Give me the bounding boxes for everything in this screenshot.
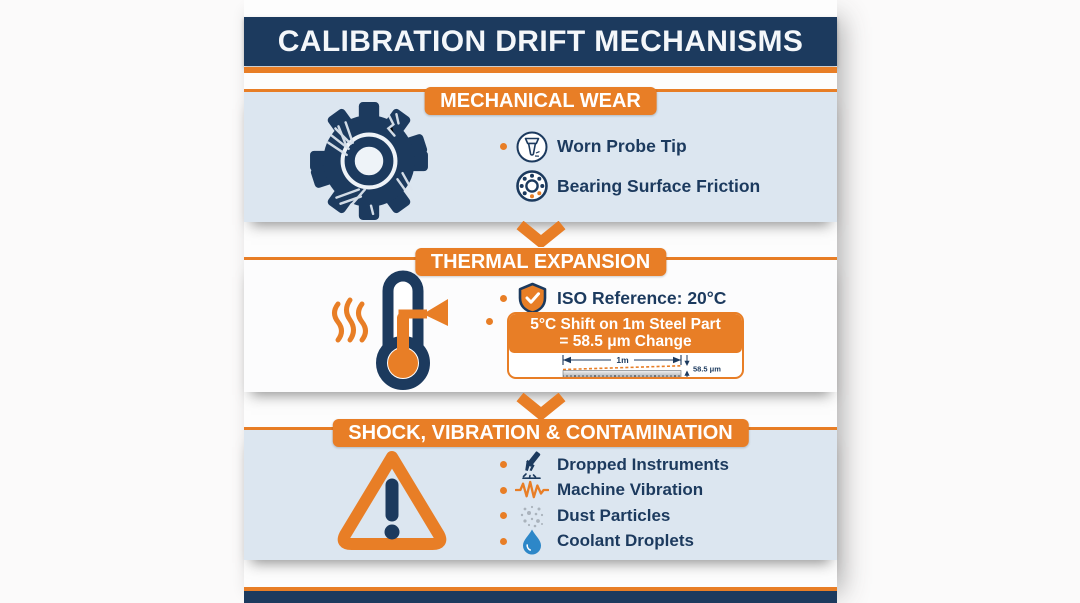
page-title: CALIBRATION DRIFT MECHANISMS — [277, 24, 804, 58]
vibration-wave-icon — [515, 479, 549, 501]
length-label: 1m — [616, 355, 629, 365]
shield-check-icon — [515, 282, 549, 315]
bullet-dot — [500, 537, 507, 545]
expansion-diagram: 1m 58.5 μm — [509, 353, 742, 377]
list-item-label: Dropped Instruments — [557, 454, 729, 474]
list-item: Dust Particles — [500, 503, 729, 529]
title-underline — [244, 67, 837, 73]
chevron-down-icon — [515, 392, 567, 424]
bearing-icon — [515, 169, 549, 203]
callout-line1: 5°C Shift on 1m Steel Part — [530, 316, 721, 333]
footer-navy-bar — [244, 591, 837, 603]
list-item-label: Machine Vibration — [557, 480, 704, 500]
shock-contamination-list: Dropped Instruments Machine Vibration — [500, 451, 729, 555]
dropped-caliper-icon — [515, 451, 549, 479]
list-item: Bearing Surface Friction — [500, 166, 760, 206]
list-item: Coolant Droplets — [500, 529, 729, 555]
badge-shock-vibration-contamination: SHOCK, VIBRATION & CONTAMINATION — [332, 419, 749, 447]
coolant-droplet-icon — [515, 528, 549, 555]
probe-tip-icon — [515, 129, 549, 164]
badge-thermal-expansion: THERMAL EXPANSION — [414, 248, 667, 276]
bullet-dot — [500, 294, 507, 302]
thermal-shift-callout: 5°C Shift on 1m Steel Part = 58.5 μm Cha… — [507, 312, 744, 379]
footer-orange-bar — [244, 587, 837, 591]
bullet-dot — [486, 318, 493, 325]
offset-label: 58.5 μm — [693, 365, 721, 374]
callout-line2: = 58.5 μm Change — [559, 333, 692, 351]
bullet-dot — [500, 512, 507, 520]
bullet-dot — [500, 142, 507, 150]
thermal-expansion-list: ISO Reference: 20°C — [500, 282, 726, 314]
warning-triangle-icon — [336, 449, 448, 556]
list-item: Worn Probe Tip — [500, 126, 760, 166]
poster-panel: CALIBRATION DRIFT MECHANISMS MECHANICAL … — [244, 0, 837, 603]
list-item: ISO Reference: 20°C — [500, 282, 726, 314]
chevron-down-icon — [515, 220, 567, 252]
mechanical-wear-list: Worn Probe Tip Bearing Sur — [500, 126, 760, 206]
gear-icon — [308, 100, 430, 227]
bullet-dot — [500, 486, 507, 494]
list-item: Machine Vibration — [500, 478, 729, 504]
list-item-label: Bearing Surface Friction — [557, 175, 761, 196]
dust-particles-icon — [515, 503, 549, 529]
callout-heading: 5°C Shift on 1m Steel Part = 58.5 μm Cha… — [509, 314, 742, 354]
list-item-label: Dust Particles — [557, 505, 671, 525]
list-item-label: Coolant Droplets — [557, 531, 694, 551]
list-item: Dropped Instruments — [500, 451, 729, 479]
badge-mechanical-wear: MECHANICAL WEAR — [424, 87, 657, 115]
title-bar: CALIBRATION DRIFT MECHANISMS — [244, 17, 837, 66]
bullet-dot — [500, 461, 507, 469]
thermometer-icon — [324, 270, 456, 395]
list-item-label: ISO Reference: 20°C — [557, 287, 727, 308]
list-item-label: Worn Probe Tip — [557, 135, 687, 156]
